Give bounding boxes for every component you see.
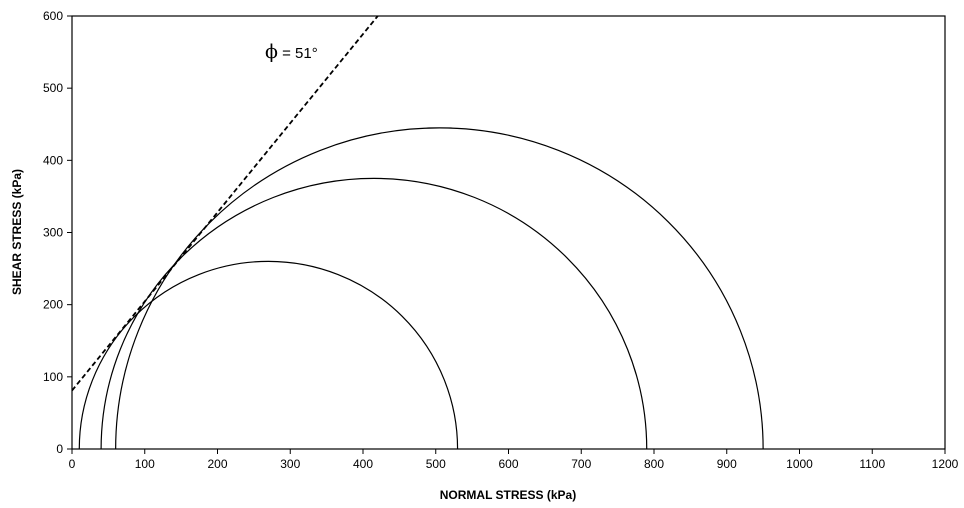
x-tick-label: 500 (426, 457, 446, 471)
y-tick-label: 400 (43, 153, 63, 167)
x-tick-label: 100 (135, 457, 155, 471)
x-tick-label: 900 (717, 457, 737, 471)
x-tick-label: 0 (69, 457, 76, 471)
x-axis: 0 100 200 300 400 500 600 700 800 900 1000 1100 1200 (69, 449, 959, 471)
mohr-circle-2 (100, 178, 648, 449)
x-tick-label: 700 (571, 457, 591, 471)
x-tick-label: 300 (280, 457, 300, 471)
y-tick-label: 100 (43, 370, 63, 384)
mohr-circle-3 (115, 127, 764, 449)
y-tick-label: 600 (43, 9, 63, 23)
phi-value: = 51° (278, 45, 318, 62)
y-axis-title: SHEAR STRESS (kPa) (10, 169, 24, 295)
x-tick-label: 800 (644, 457, 664, 471)
x-tick-label: 1000 (786, 457, 813, 471)
y-tick-label: 0 (56, 442, 63, 456)
plot-area (72, 16, 764, 449)
plot-frame (71, 15, 946, 450)
failure-envelope-line (72, 16, 379, 392)
x-axis-title: NORMAL STRESS (kPa) (440, 488, 576, 502)
x-tick-label: 400 (353, 457, 373, 471)
mohr-circle-1 (78, 260, 459, 449)
y-axis: 0 100 200 300 400 500 600 (43, 9, 72, 456)
x-tick-label: 600 (498, 457, 518, 471)
y-tick-label: 200 (43, 298, 63, 312)
x-tick-label: 1200 (932, 457, 959, 471)
y-tick-label: 500 (43, 81, 63, 95)
phi-symbol: ϕ (265, 41, 278, 63)
y-tick-label: 300 (43, 226, 63, 240)
x-tick-label: 1100 (859, 457, 885, 471)
x-tick-label: 200 (207, 457, 227, 471)
envelope-label: ϕ = 51° (265, 41, 318, 63)
